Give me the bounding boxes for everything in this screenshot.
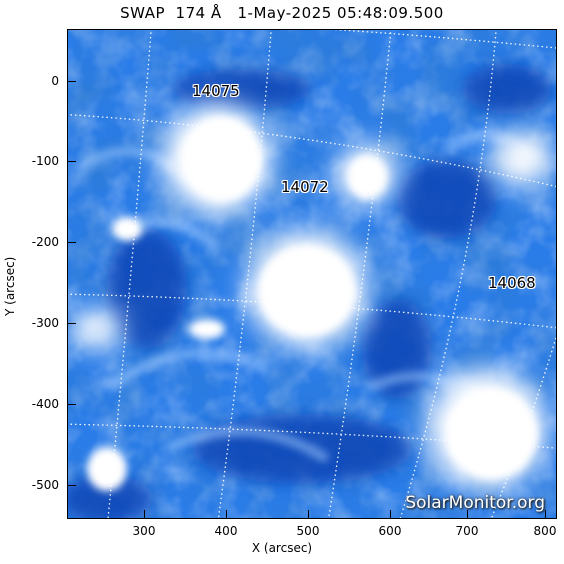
x-tick-mark xyxy=(390,510,391,518)
x-tick-mark xyxy=(308,510,309,518)
x-tick-mark xyxy=(144,510,145,518)
x-tick-mark xyxy=(545,510,546,518)
y-tick-label: -500 xyxy=(31,478,59,492)
region-label-14072: 14072 xyxy=(281,178,329,196)
x-tick-label: 500 xyxy=(296,524,320,538)
x-tick-label: 800 xyxy=(533,524,557,538)
x-tick-label: 600 xyxy=(378,524,402,538)
solarmonitor-watermark: SolarMonitor.org xyxy=(405,493,545,513)
y-tick-mark xyxy=(68,242,76,243)
y-tick-label: 0 xyxy=(51,74,59,88)
y-tick-mark xyxy=(68,485,76,486)
y-tick-mark xyxy=(68,161,76,162)
x-tick-mark xyxy=(226,510,227,518)
x-tick-label: 400 xyxy=(214,524,238,538)
region-label-14075: 14075 xyxy=(192,82,240,100)
y-tick-label: -400 xyxy=(31,397,59,411)
y-tick-label: -200 xyxy=(31,235,59,249)
x-tick-label: 300 xyxy=(132,524,156,538)
y-tick-mark xyxy=(68,323,76,324)
y-axis-label: Y (arcsec) xyxy=(3,257,17,316)
y-tick-mark xyxy=(68,404,76,405)
y-tick-label: -100 xyxy=(31,154,59,168)
solar-image: 14075 14072 14068 SolarMonitor.org xyxy=(67,29,557,519)
solar-image-render xyxy=(67,29,557,519)
image-title: SWAP 174 Å 1-May-2025 05:48:09.500 xyxy=(120,4,444,22)
y-axis-label-text: Y (arcsec) xyxy=(3,256,17,316)
region-label-14068: 14068 xyxy=(488,274,536,292)
y-tick-label: -300 xyxy=(31,316,59,330)
x-tick-label: 700 xyxy=(455,524,479,538)
x-tick-mark xyxy=(467,510,468,518)
x-axis-label: X (arcsec) xyxy=(251,541,313,555)
y-tick-mark xyxy=(68,81,76,82)
